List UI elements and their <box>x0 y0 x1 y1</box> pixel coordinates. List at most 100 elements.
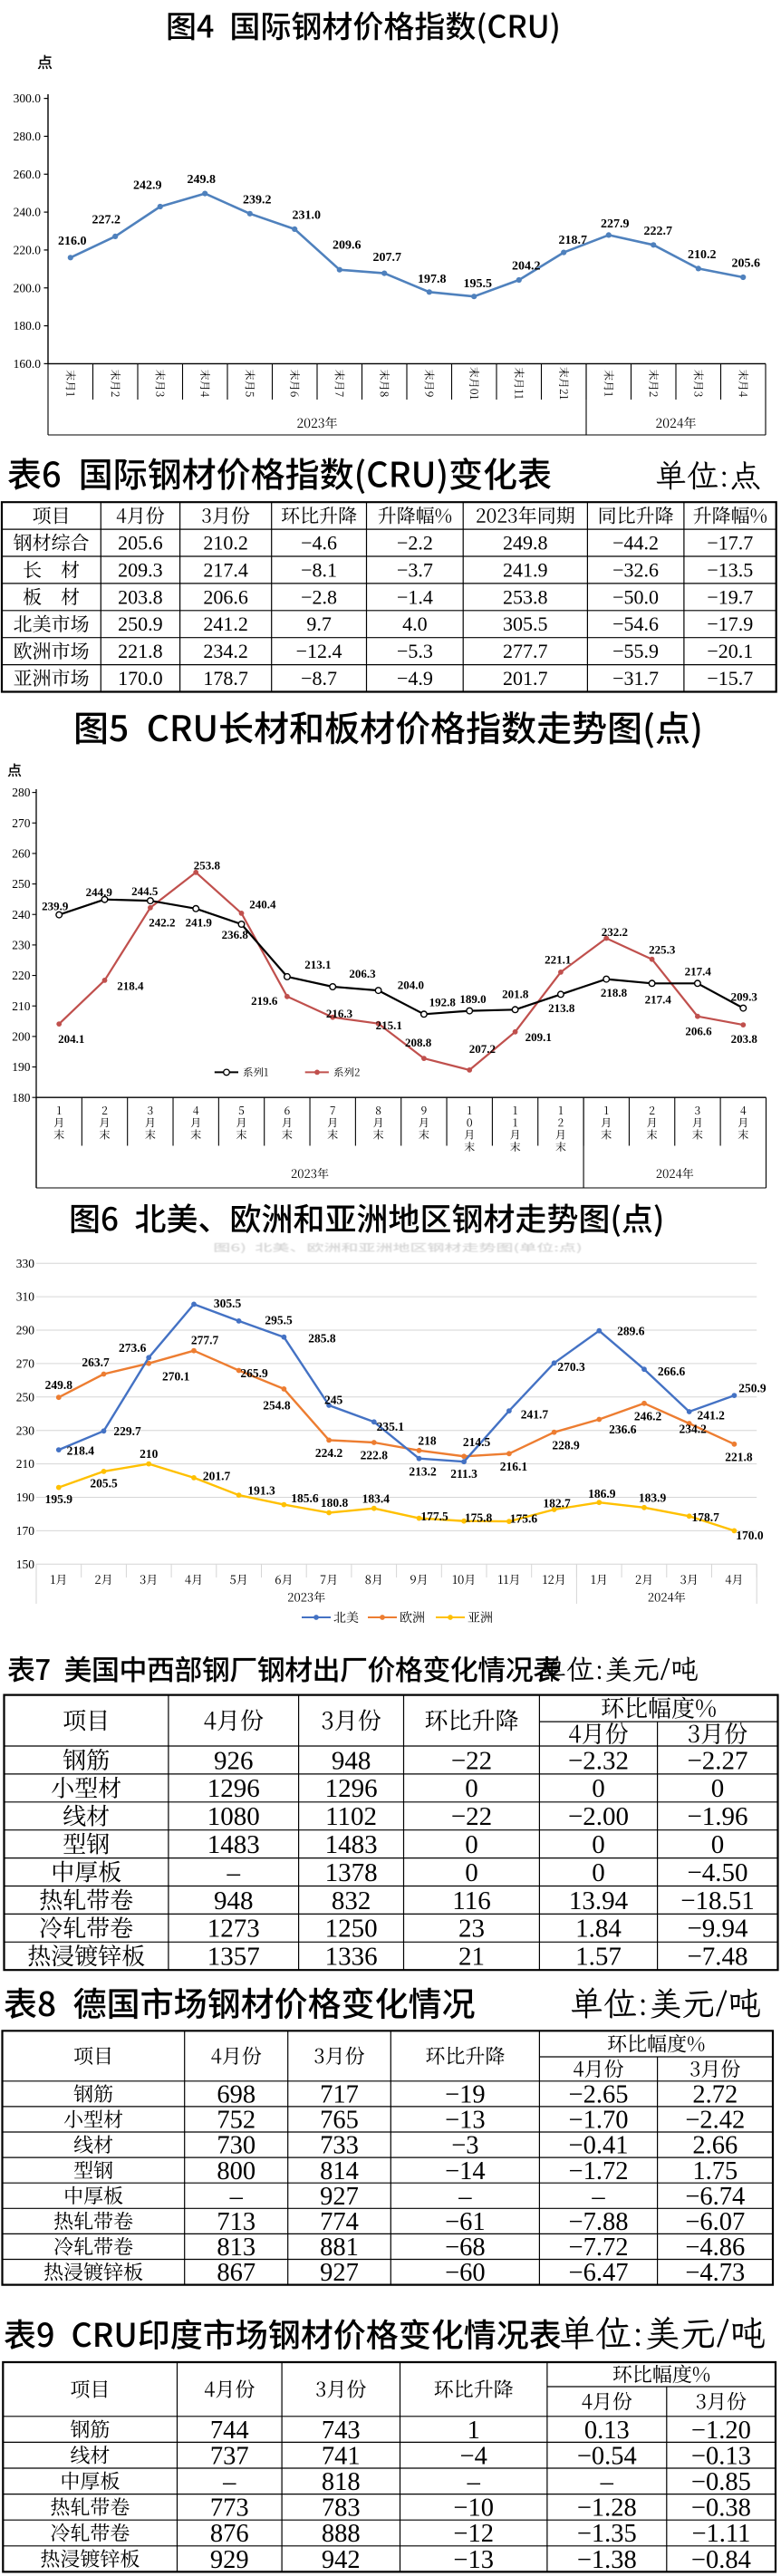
svg-text:−9.94: −9.94 <box>687 1915 748 1944</box>
svg-text:300.0: 300.0 <box>14 92 42 105</box>
svg-text:191.3: 191.3 <box>247 1484 275 1498</box>
svg-text:783: 783 <box>322 2494 361 2523</box>
svg-text:−2.8: −2.8 <box>301 585 337 608</box>
svg-text:234.2: 234.2 <box>203 640 248 662</box>
svg-text:813: 813 <box>217 2233 256 2262</box>
svg-text:250.9: 250.9 <box>118 613 163 635</box>
svg-text:−19.7: −19.7 <box>707 585 753 608</box>
svg-text:926: 926 <box>214 1746 254 1775</box>
svg-text:273.6: 273.6 <box>119 1341 147 1355</box>
svg-text:0: 0 <box>465 1774 478 1803</box>
svg-text:241.7: 241.7 <box>521 1408 549 1422</box>
svg-text:1250: 1250 <box>325 1915 378 1944</box>
svg-text:200: 200 <box>12 1030 31 1044</box>
svg-text:−1.96: −1.96 <box>687 1802 747 1831</box>
svg-text:220: 220 <box>12 969 31 982</box>
svg-text:1483: 1483 <box>325 1830 378 1859</box>
svg-text:232.2: 232.2 <box>602 925 628 939</box>
svg-text:−22: −22 <box>451 1746 492 1775</box>
svg-text:213.2: 213.2 <box>409 1464 437 1478</box>
svg-text:1102: 1102 <box>325 1802 377 1831</box>
svg-text:0.13: 0.13 <box>584 2417 630 2445</box>
svg-text:214.5: 214.5 <box>463 1435 491 1449</box>
svg-text:235.1: 235.1 <box>377 1420 405 1433</box>
svg-text:175.6: 175.6 <box>510 1512 538 1526</box>
svg-text:743: 743 <box>322 2417 361 2445</box>
svg-text:241.9: 241.9 <box>186 916 213 930</box>
svg-text:2.66: 2.66 <box>692 2132 738 2160</box>
svg-text:241.2: 241.2 <box>203 613 248 635</box>
svg-text:241.9: 241.9 <box>503 559 548 582</box>
svg-text:21: 21 <box>458 1943 485 1972</box>
svg-text:221.1: 221.1 <box>545 952 571 966</box>
svg-text:−20.1: −20.1 <box>707 640 753 662</box>
svg-text:210.2: 210.2 <box>688 248 717 262</box>
svg-text:180.0: 180.0 <box>14 319 42 333</box>
svg-text:253.8: 253.8 <box>503 585 548 608</box>
svg-text:−10: −10 <box>453 2494 494 2523</box>
svg-text:242.9: 242.9 <box>133 179 162 193</box>
svg-text:206.6: 206.6 <box>203 585 248 608</box>
svg-text:−3: −3 <box>451 2132 478 2160</box>
svg-text:713: 713 <box>217 2208 256 2236</box>
svg-text:0: 0 <box>592 1858 605 1887</box>
svg-text:207.7: 207.7 <box>372 251 401 265</box>
svg-text:752: 752 <box>217 2107 256 2135</box>
svg-text:206.6: 206.6 <box>685 1024 712 1037</box>
svg-text:−0.38: −0.38 <box>691 2494 751 2523</box>
svg-text:−8.1: −8.1 <box>301 559 337 582</box>
svg-text:200.0: 200.0 <box>14 281 42 294</box>
svg-text:209.6: 209.6 <box>333 238 362 252</box>
svg-text:218.4: 218.4 <box>117 979 144 993</box>
svg-text:195.9: 195.9 <box>45 1492 73 1506</box>
svg-text:927: 927 <box>320 2259 359 2287</box>
svg-text:182.7: 182.7 <box>543 1497 571 1510</box>
svg-text:218: 218 <box>418 1433 437 1447</box>
svg-text:−12: −12 <box>453 2520 494 2548</box>
svg-text:−2.2: −2.2 <box>397 532 433 555</box>
svg-text:−13: −13 <box>453 2546 494 2574</box>
svg-text:832: 832 <box>332 1886 371 1915</box>
svg-text:–: – <box>458 2183 472 2211</box>
svg-text:948: 948 <box>332 1746 371 1775</box>
svg-text:240.0: 240.0 <box>14 206 42 219</box>
svg-text:209.3: 209.3 <box>731 989 758 1003</box>
svg-text:290: 290 <box>16 1324 35 1337</box>
svg-text:310: 310 <box>16 1290 35 1304</box>
svg-text:−1.20: −1.20 <box>691 2417 751 2445</box>
svg-text:206.3: 206.3 <box>349 967 376 980</box>
svg-text:277.7: 277.7 <box>503 640 548 662</box>
svg-text:773: 773 <box>210 2494 249 2523</box>
svg-text:−4.6: −4.6 <box>301 532 337 555</box>
svg-text:209.3: 209.3 <box>118 559 163 582</box>
svg-text:209.1: 209.1 <box>525 1030 552 1044</box>
svg-text:204.2: 204.2 <box>512 260 541 274</box>
svg-text:205.5: 205.5 <box>90 1477 118 1491</box>
svg-text:1273: 1273 <box>207 1915 260 1944</box>
svg-text:180.8: 180.8 <box>321 1496 349 1510</box>
svg-text:−0.85: −0.85 <box>691 2468 751 2496</box>
svg-text:203.8: 203.8 <box>731 1032 758 1046</box>
svg-text:−1.38: −1.38 <box>577 2546 637 2574</box>
svg-text:305.5: 305.5 <box>503 613 548 635</box>
svg-text:888: 888 <box>322 2520 361 2548</box>
svg-text:1483: 1483 <box>207 1830 260 1859</box>
svg-text:−0.13: −0.13 <box>691 2442 751 2470</box>
svg-text:227.2: 227.2 <box>92 214 121 227</box>
svg-text:1.75: 1.75 <box>692 2157 738 2185</box>
svg-text:244.5: 244.5 <box>131 884 159 898</box>
svg-text:208.8: 208.8 <box>405 1036 432 1049</box>
svg-text:205.6: 205.6 <box>118 532 163 555</box>
svg-text:222.7: 222.7 <box>643 225 672 238</box>
svg-text:−4.50: −4.50 <box>687 1858 747 1887</box>
svg-text:0: 0 <box>592 1830 605 1859</box>
svg-text:170.0: 170.0 <box>118 667 163 690</box>
svg-text:221.8: 221.8 <box>118 640 163 662</box>
svg-text:−13.5: −13.5 <box>707 559 753 582</box>
svg-text:−1.11: −1.11 <box>691 2520 750 2548</box>
svg-text:222.8: 222.8 <box>361 1449 389 1462</box>
svg-text:231.0: 231.0 <box>292 209 321 223</box>
svg-text:218.7: 218.7 <box>558 234 587 247</box>
svg-text:−4.73: −4.73 <box>685 2259 745 2287</box>
svg-text:175.8: 175.8 <box>465 1510 493 1524</box>
